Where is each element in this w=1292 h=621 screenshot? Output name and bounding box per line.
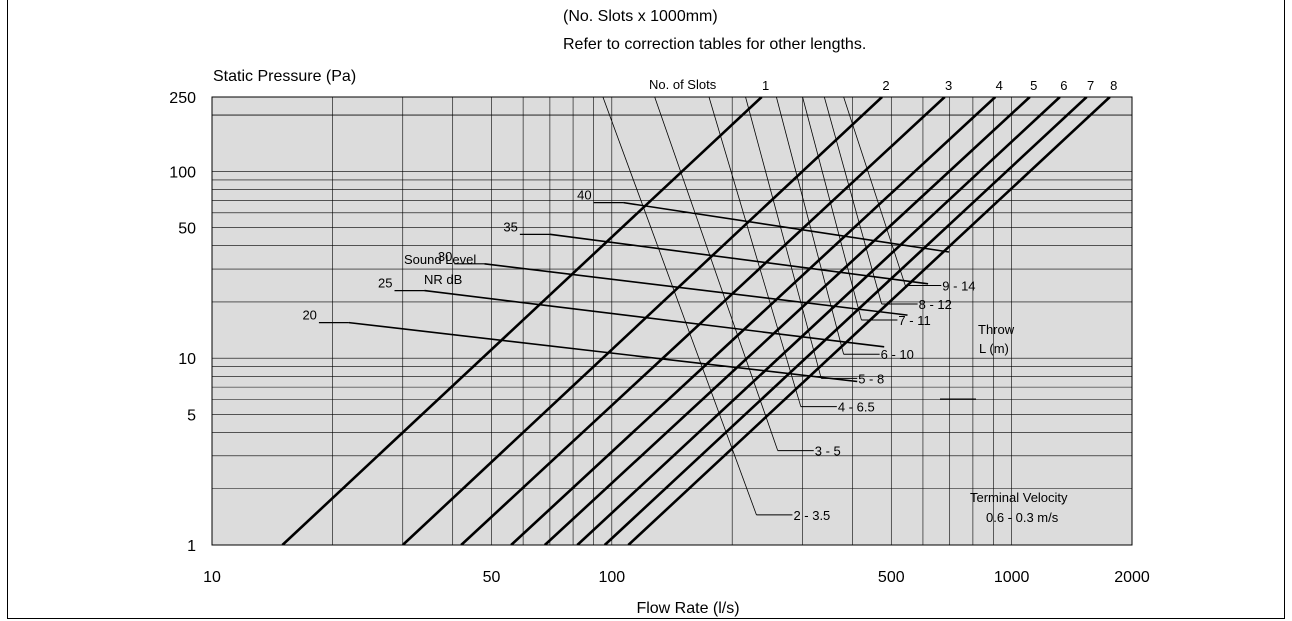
y-tick-label: 250 — [169, 90, 196, 107]
y-tick-label: 50 — [178, 221, 196, 238]
throw-line — [776, 97, 845, 355]
throw-title-2: L (m) — [979, 341, 1009, 356]
throw-label: 5 - 8 — [858, 371, 884, 386]
throw-line — [843, 97, 906, 286]
slot-line — [603, 97, 1088, 545]
slots-title: No. of Slots — [649, 77, 717, 92]
slot-line — [281, 97, 763, 545]
slot-lines-clipped — [281, 97, 1111, 545]
slot-label: 7 — [1087, 78, 1094, 93]
x-tick-label: 100 — [598, 569, 625, 586]
slot-label: 2 — [882, 78, 889, 93]
throw-line — [823, 97, 883, 305]
sound-level-label: 20 — [302, 308, 316, 323]
slot-line — [627, 97, 1111, 545]
throw-line — [602, 97, 757, 515]
terminal-velocity-1: Terminal Velocity — [970, 490, 1068, 505]
throw-label: 3 - 5 — [815, 444, 841, 459]
slot-label: 3 — [945, 78, 952, 93]
throw-label: 2 - 3.5 — [793, 508, 830, 523]
throw-lines-clipped — [602, 97, 906, 515]
throw-line — [654, 97, 779, 451]
slot-line — [510, 97, 997, 545]
header-line-1: (No. Slots x 1000mm) — [563, 8, 718, 25]
throw-line — [802, 97, 862, 321]
slot-line — [460, 97, 946, 545]
throw-label: 6 - 10 — [881, 347, 914, 362]
slot-label: 4 — [996, 78, 1003, 93]
sound-level-label: 25 — [378, 276, 392, 291]
slot-line — [401, 97, 883, 545]
sound-level-line — [348, 321, 858, 383]
y-tick-label: 5 — [187, 407, 196, 424]
sound-level-line — [424, 289, 885, 348]
slot-label: 5 — [1030, 78, 1037, 93]
sound-level-label: 35 — [503, 219, 517, 234]
sound-level-title-2: NR dB — [424, 272, 462, 287]
y-tick-label: 1 — [187, 538, 196, 555]
y-tick-label: 100 — [169, 164, 196, 181]
header-line-2: Refer to correction tables for other len… — [563, 36, 866, 53]
throw-label: 8 - 12 — [919, 297, 952, 312]
slot-lines — [281, 97, 1111, 545]
x-tick-label: 50 — [483, 569, 501, 586]
slot-label: 8 — [1110, 78, 1117, 93]
sound-level-lines — [318, 201, 950, 383]
slot-label: 6 — [1060, 78, 1067, 93]
sound-level-label: 40 — [577, 188, 591, 203]
sound-level-label: 30 — [438, 249, 452, 264]
chart-labels: 10 50 100 500 1000 2000 250 100 50 10 5 1 2 - 3.5 3 -… — [169, 78, 1150, 586]
y-axis-title: Static Pressure (Pa) — [213, 68, 356, 85]
throw-lines — [602, 97, 942, 516]
sound-level-line — [623, 201, 950, 253]
throw-label: 9 - 14 — [942, 278, 975, 293]
x-tick-label: 10 — [203, 569, 221, 586]
sound-level-line — [549, 233, 929, 285]
throw-label: 4 - 6.5 — [838, 400, 875, 415]
grid-lines — [212, 97, 1132, 545]
sound-level-line — [484, 263, 908, 316]
throw-title-1: Throw — [978, 322, 1015, 337]
slot-label: 1 — [762, 78, 769, 93]
throw-line — [708, 97, 802, 407]
x-tick-label: 500 — [878, 569, 905, 586]
throw-label: 7 - 11 — [898, 313, 930, 328]
chart-frame — [7, 0, 1285, 619]
sound-level-title-1: Sound Level — [404, 252, 476, 267]
slot-line — [543, 97, 1031, 545]
x-tick-label: 1000 — [994, 569, 1030, 586]
slot-line — [576, 97, 1061, 545]
x-axis-title: Flow Rate (l/s) — [636, 600, 739, 617]
x-tick-label: 2000 — [1114, 569, 1150, 586]
y-tick-label: 10 — [178, 351, 196, 368]
terminal-velocity-2: 0.6 - 0.3 m/s — [986, 510, 1059, 525]
